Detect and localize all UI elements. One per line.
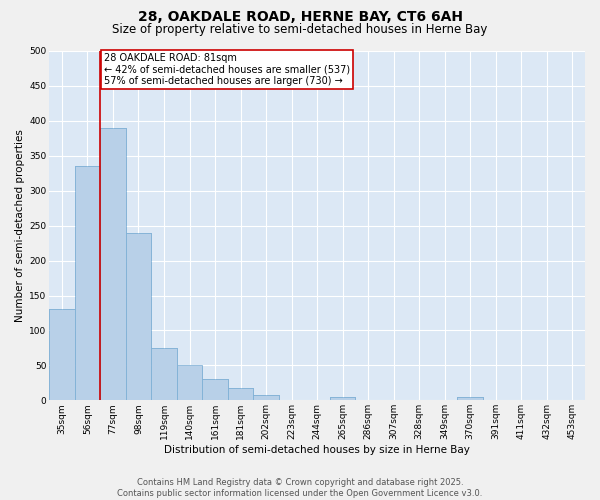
Bar	[151, 348, 177, 401]
Bar	[49, 310, 75, 400]
Text: 28 OAKDALE ROAD: 81sqm
← 42% of semi-detached houses are smaller (537)
57% of se: 28 OAKDALE ROAD: 81sqm ← 42% of semi-det…	[104, 53, 350, 86]
Bar	[75, 166, 100, 400]
Text: Contains HM Land Registry data © Crown copyright and database right 2025.
Contai: Contains HM Land Registry data © Crown c…	[118, 478, 482, 498]
Bar	[253, 394, 279, 400]
Y-axis label: Number of semi-detached properties: Number of semi-detached properties	[15, 129, 25, 322]
Bar	[100, 128, 126, 400]
Bar	[202, 380, 228, 400]
Bar	[177, 366, 202, 400]
Bar	[177, 366, 202, 400]
Text: Size of property relative to semi-detached houses in Herne Bay: Size of property relative to semi-detach…	[112, 22, 488, 36]
Bar	[151, 348, 177, 401]
Bar	[126, 232, 151, 400]
Bar	[75, 166, 100, 400]
X-axis label: Distribution of semi-detached houses by size in Herne Bay: Distribution of semi-detached houses by …	[164, 445, 470, 455]
Bar	[126, 232, 151, 400]
Bar	[457, 397, 483, 400]
Bar	[228, 388, 253, 400]
Bar	[49, 310, 75, 400]
Bar	[228, 388, 253, 400]
Bar	[330, 397, 355, 400]
Bar	[330, 397, 355, 400]
Bar	[253, 394, 279, 400]
Bar	[100, 128, 126, 400]
Bar	[457, 397, 483, 400]
Text: 28, OAKDALE ROAD, HERNE BAY, CT6 6AH: 28, OAKDALE ROAD, HERNE BAY, CT6 6AH	[137, 10, 463, 24]
Bar	[202, 380, 228, 400]
